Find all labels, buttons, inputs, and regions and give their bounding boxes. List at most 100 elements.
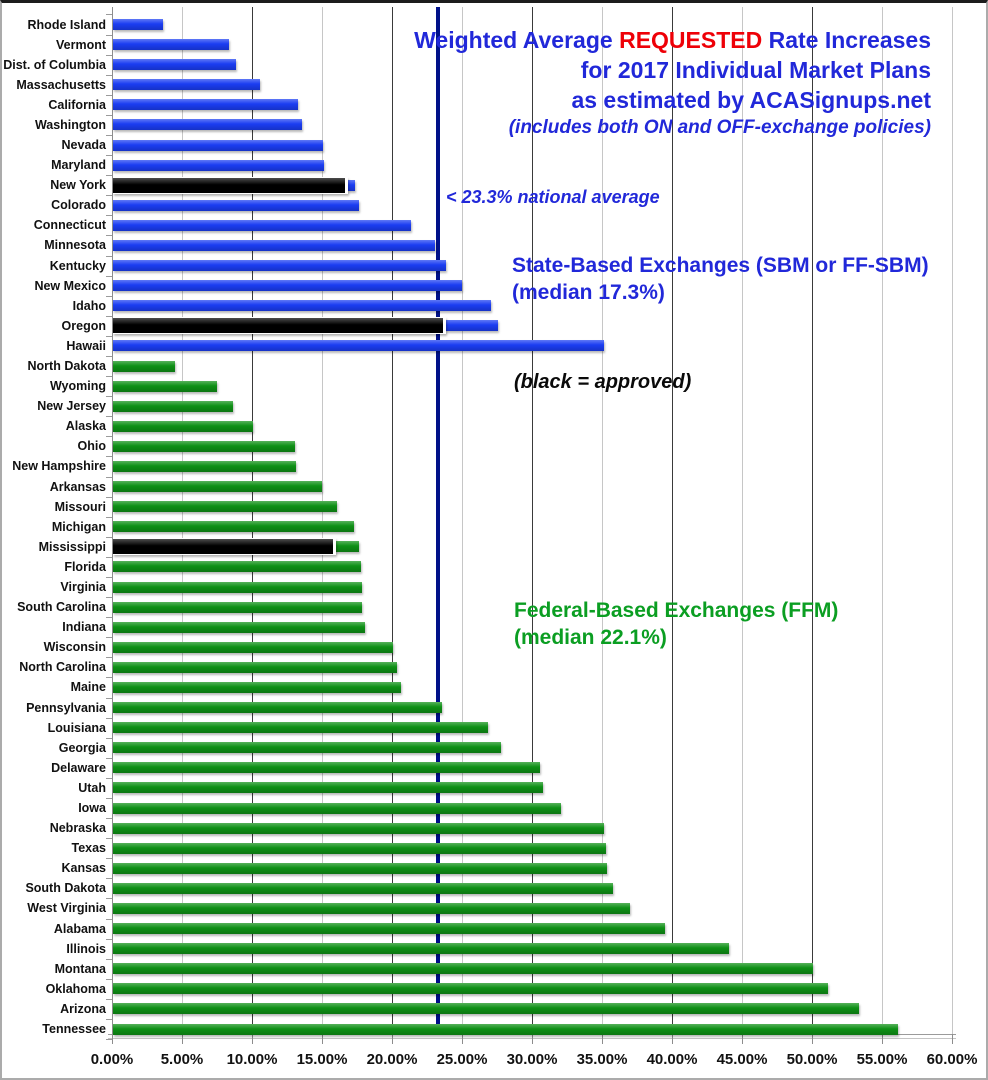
gridline-15pct bbox=[322, 7, 323, 1035]
state-label: Oklahoma bbox=[45, 981, 106, 996]
y-axis-category-tick bbox=[106, 74, 112, 76]
x-axis-tick bbox=[952, 1034, 953, 1044]
requested-bar bbox=[113, 581, 363, 593]
requested-bar bbox=[113, 943, 729, 955]
requested-bar bbox=[113, 59, 237, 71]
title-line-3: as estimated by ACASignups.net bbox=[571, 87, 931, 113]
state-label: California bbox=[48, 97, 106, 112]
requested-bar bbox=[113, 862, 608, 874]
y-axis-category-tick bbox=[106, 476, 112, 478]
requested-bar bbox=[113, 219, 412, 231]
y-axis-category-tick bbox=[106, 235, 112, 237]
state-label: Missouri bbox=[54, 499, 106, 514]
x-axis-tick bbox=[812, 1034, 813, 1044]
state-label: Maine bbox=[70, 680, 106, 695]
y-axis-category-tick bbox=[106, 516, 112, 518]
y-axis-category-tick bbox=[106, 34, 112, 36]
y-axis-category-tick bbox=[106, 898, 112, 900]
y-axis-category-tick bbox=[106, 175, 112, 177]
y-axis-category-tick bbox=[106, 396, 112, 398]
requested-bar bbox=[113, 561, 361, 573]
y-axis-category-tick bbox=[106, 617, 112, 619]
state-label: Mississippi bbox=[38, 539, 106, 554]
title-line-1: Weighted Average REQUESTED Rate Increase… bbox=[414, 25, 931, 55]
y-axis-category-tick bbox=[106, 677, 112, 679]
requested-bar bbox=[113, 420, 253, 432]
y-axis-category-tick bbox=[106, 155, 112, 157]
state-label: Montana bbox=[54, 961, 106, 976]
requested-bar bbox=[113, 1003, 860, 1015]
requested-bar bbox=[113, 79, 260, 91]
requested-bar bbox=[113, 1023, 899, 1035]
gridline-10pct bbox=[252, 7, 253, 1035]
x-axis-label: 20.00% bbox=[366, 1051, 418, 1068]
requested-bar bbox=[113, 963, 813, 975]
x-axis-tick bbox=[742, 1034, 743, 1044]
state-label: Dist. of Columbia bbox=[3, 57, 106, 72]
y-axis-category-tick bbox=[106, 114, 112, 116]
state-label: Colorado bbox=[51, 198, 106, 213]
state-label: New York bbox=[50, 178, 106, 193]
requested-bar bbox=[113, 722, 489, 734]
x-axis-label: 55.00% bbox=[856, 1051, 908, 1068]
requested-bar bbox=[113, 380, 217, 392]
x-axis-tick bbox=[532, 1034, 533, 1044]
requested-bar bbox=[113, 621, 365, 633]
y-axis-category-tick bbox=[106, 134, 112, 136]
x-axis-label: 35.00% bbox=[576, 1051, 628, 1068]
approved-bar bbox=[113, 176, 349, 194]
requested-bar bbox=[113, 440, 295, 452]
ffm-group-annotation: Federal-Based Exchanges (FFM) (median 22… bbox=[514, 597, 838, 651]
national-average-annotation: < 23.3% national average bbox=[446, 187, 660, 207]
requested-bar bbox=[113, 481, 322, 493]
y-axis-category-tick bbox=[106, 878, 112, 880]
state-label: Kansas bbox=[61, 861, 106, 876]
state-label: Connecticut bbox=[33, 218, 106, 233]
y-axis-category-tick bbox=[106, 556, 112, 558]
requested-bar bbox=[113, 661, 398, 673]
sbm-group-heading: State-Based Exchanges (SBM or FF-SBM) bbox=[512, 254, 929, 277]
state-label: Massachusetts bbox=[16, 77, 106, 92]
x-axis-tick bbox=[252, 1034, 253, 1044]
state-label: Arkansas bbox=[49, 479, 106, 494]
x-axis-label: 50.00% bbox=[786, 1051, 838, 1068]
state-label: Rhode Island bbox=[27, 17, 106, 32]
x-axis-tick bbox=[462, 1034, 463, 1044]
state-label: Nevada bbox=[61, 138, 106, 153]
y-axis-category-tick bbox=[106, 717, 112, 719]
y-axis-category-tick bbox=[106, 295, 112, 297]
requested-bar bbox=[113, 641, 393, 653]
x-axis-tick bbox=[602, 1034, 603, 1044]
gridline-30pct bbox=[532, 7, 533, 1035]
y-axis-category-tick bbox=[106, 1039, 112, 1041]
requested-bar bbox=[113, 139, 323, 151]
x-axis-tick bbox=[392, 1034, 393, 1044]
y-axis-category-tick bbox=[106, 376, 112, 378]
title-line1-pre: Weighted Average bbox=[414, 27, 620, 53]
gridline-5pct bbox=[182, 7, 183, 1035]
y-axis-category-tick bbox=[106, 958, 112, 960]
state-label: Hawaii bbox=[66, 338, 106, 353]
state-label: Louisiana bbox=[47, 720, 106, 735]
requested-bar bbox=[113, 360, 175, 372]
y-axis-category-tick bbox=[106, 54, 112, 56]
y-axis-category-tick bbox=[106, 416, 112, 418]
chart-title: Weighted Average REQUESTED Rate Increase… bbox=[414, 25, 931, 141]
requested-bar bbox=[113, 902, 630, 914]
y-axis-category-tick bbox=[106, 938, 112, 940]
y-axis-category-tick bbox=[106, 215, 112, 217]
gridline-40pct bbox=[672, 7, 673, 1035]
title-requested-highlight: REQUESTED bbox=[619, 27, 763, 53]
state-label: West Virginia bbox=[27, 901, 106, 916]
x-axis-label: 5.00% bbox=[160, 1051, 204, 1068]
state-label: South Dakota bbox=[25, 881, 106, 896]
y-axis-category-tick bbox=[106, 978, 112, 980]
state-label: Idaho bbox=[72, 298, 106, 313]
y-axis-category-tick bbox=[106, 436, 112, 438]
requested-bar bbox=[113, 119, 302, 131]
y-axis-category-tick bbox=[106, 335, 112, 337]
y-axis-category-tick bbox=[106, 536, 112, 538]
state-label: New Mexico bbox=[34, 278, 106, 293]
y-axis-category-tick bbox=[106, 355, 112, 357]
requested-bar bbox=[113, 340, 605, 352]
